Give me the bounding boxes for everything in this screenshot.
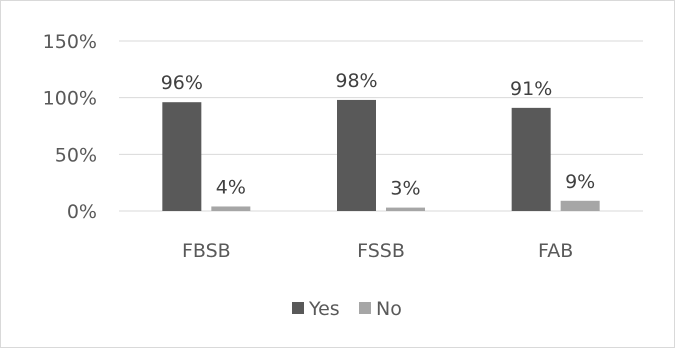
y-tick-label: 100%	[43, 88, 97, 110]
y-tick-label: 0%	[67, 201, 97, 223]
x-tick-label: FAB	[538, 240, 573, 262]
x-tick-label: FSSB	[357, 240, 405, 262]
data-label: 91%	[510, 78, 552, 100]
bar-yes-fssb	[337, 99, 376, 211]
bar-no-fab	[560, 200, 600, 211]
legend-swatch-no	[359, 302, 371, 314]
y-tick-label: 150%	[43, 31, 97, 53]
bar-no-fbsb	[211, 206, 251, 211]
legend-swatch-yes	[292, 302, 304, 314]
legend-label-no: No	[376, 298, 402, 320]
y-axis: 0% 50% 100% 150%	[43, 31, 97, 223]
data-label: 98%	[335, 70, 377, 92]
y-tick-label: 50%	[55, 144, 97, 166]
legend-label-yes: Yes	[308, 298, 340, 320]
bars	[162, 99, 600, 211]
x-tick-label: FBSB	[182, 240, 231, 262]
bar-no-fssb	[386, 207, 425, 211]
data-label: 96%	[161, 72, 203, 94]
x-axis: FBSB FSSB FAB	[182, 240, 573, 262]
bar-yes-fbsb	[162, 102, 202, 211]
legend: Yes No	[292, 298, 402, 320]
data-label: 3%	[390, 178, 420, 200]
gridlines	[119, 40, 643, 212]
data-label: 4%	[216, 176, 246, 198]
data-label: 9%	[565, 171, 595, 193]
data-labels: 96% 4% 98% 3% 91% 9%	[161, 70, 596, 200]
bar-yes-fab	[511, 107, 551, 211]
